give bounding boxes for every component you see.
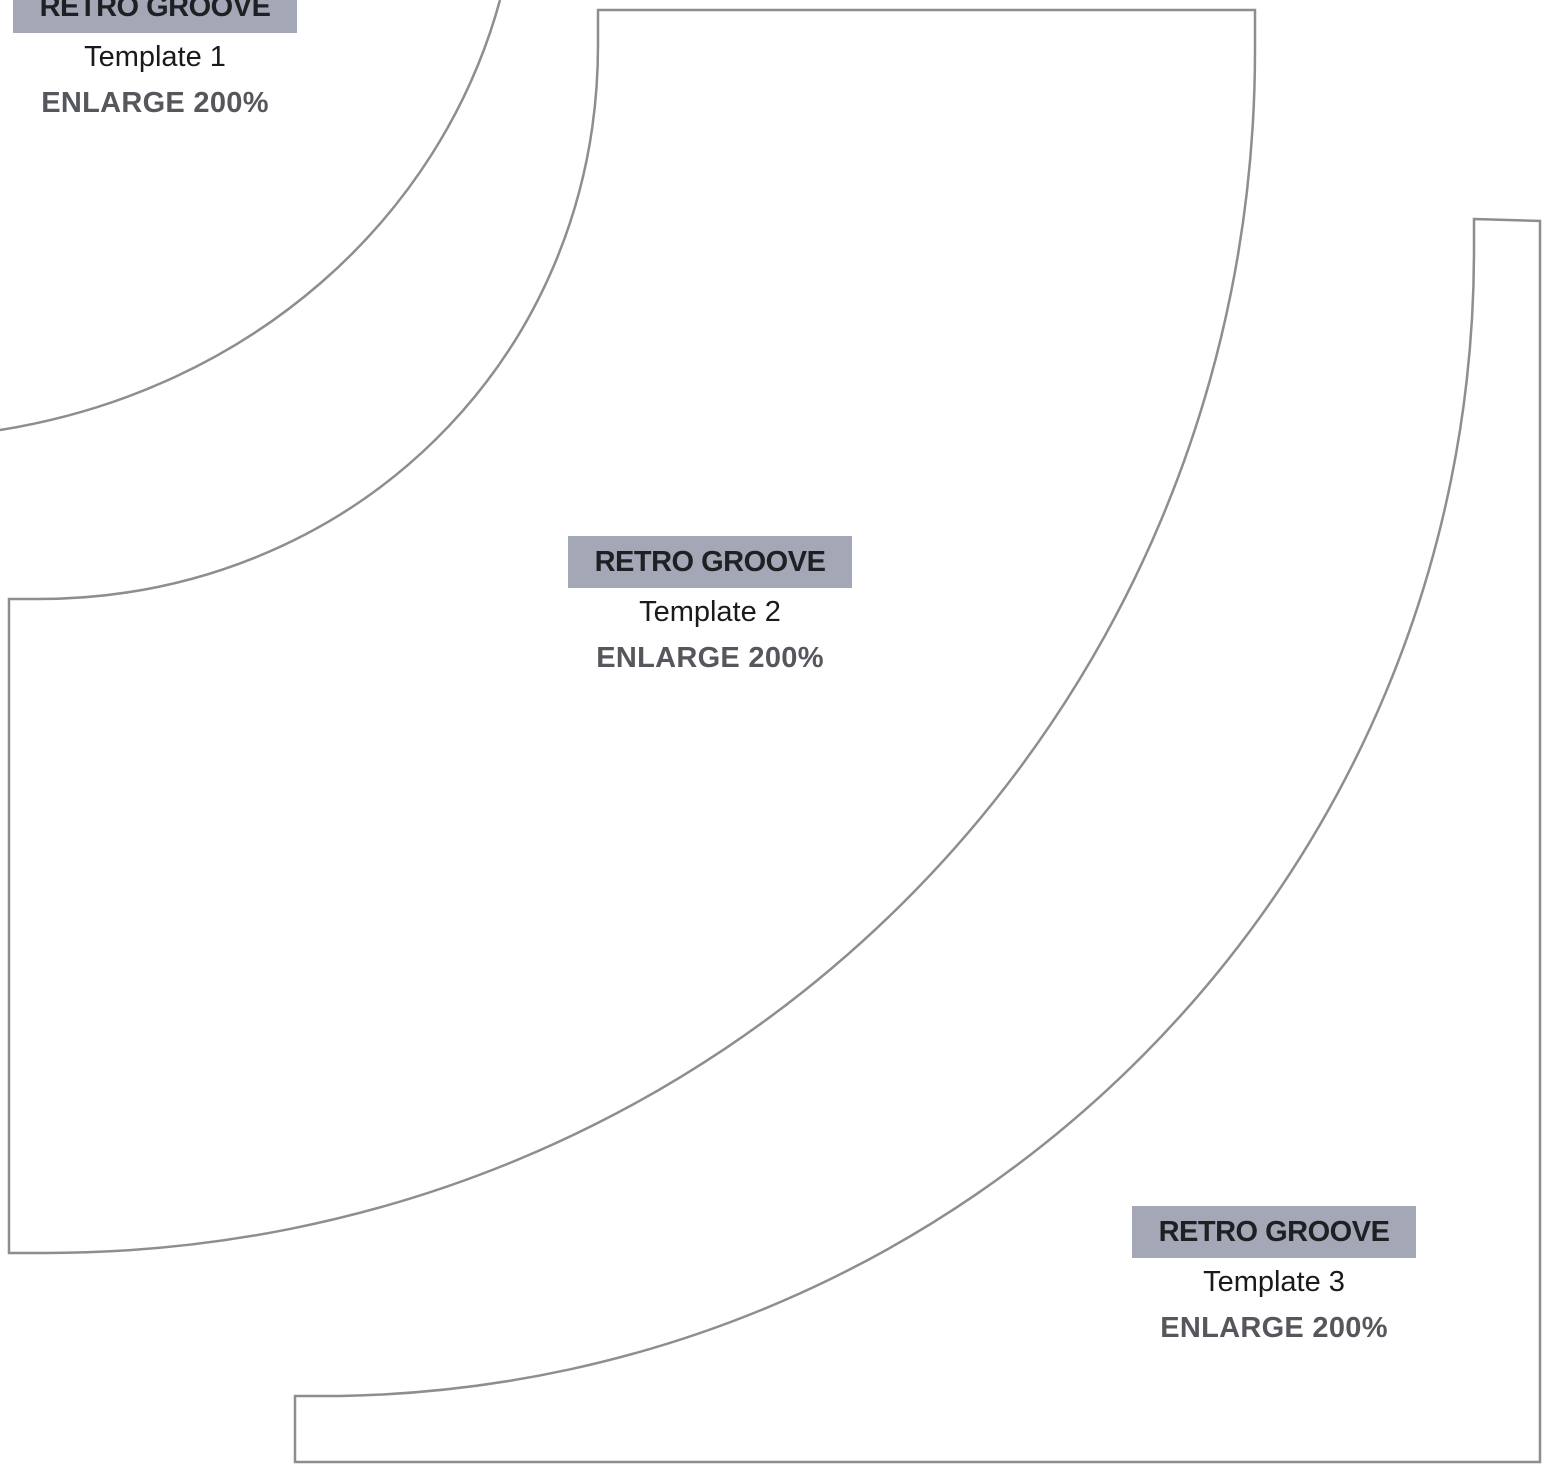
template-2-title: RETRO GROOVE [568,536,852,588]
template-2-outline [7,8,1257,1255]
template-3-title: RETRO GROOVE [1132,1206,1416,1258]
template-1-name: Template 1 [84,41,226,73]
template-2-name: Template 2 [639,596,781,628]
template-2-label: RETRO GROOVE Template 2 ENLARGE 200% [568,536,852,680]
template-1-outline [0,0,502,432]
template-3-name: Template 3 [1203,1266,1345,1298]
template-1-title: RETRO GROOVE [13,0,297,33]
template-3-outline [293,217,1542,1464]
template-3-scale: ENLARGE 200% [1160,1312,1388,1344]
template-1-scale: ENLARGE 200% [41,87,269,119]
template-3-label: RETRO GROOVE Template 3 ENLARGE 200% [1132,1206,1416,1350]
template-1-label: RETRO GROOVE Template 1 ENLARGE 200% [13,0,297,125]
template-2-scale: ENLARGE 200% [596,642,824,674]
